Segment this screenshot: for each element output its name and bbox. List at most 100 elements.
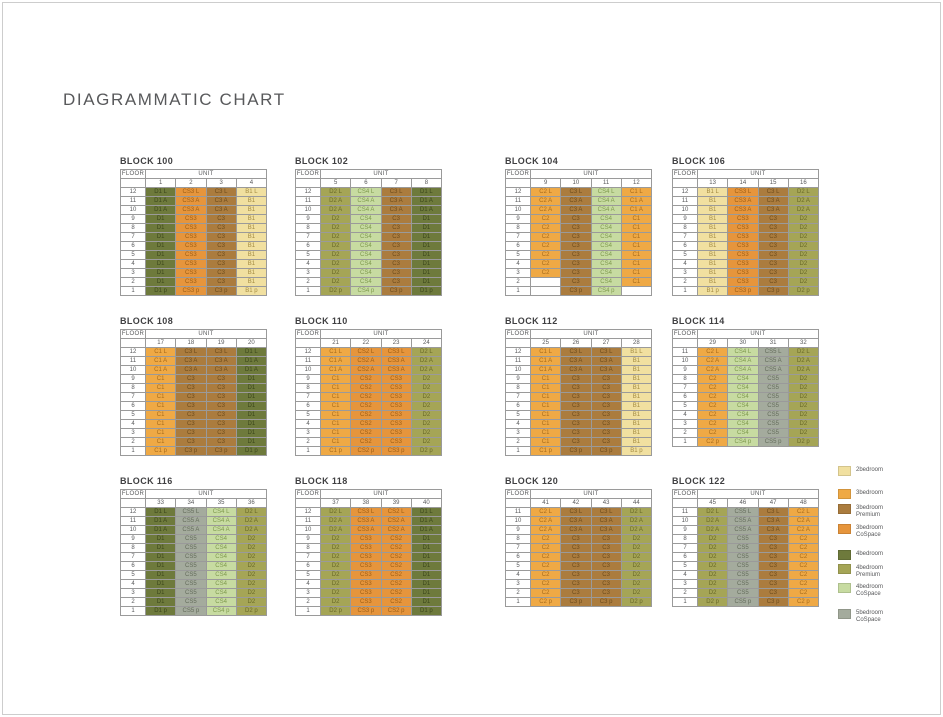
unit-cell: C1 <box>529 401 562 411</box>
unit-cell: C2 <box>529 241 562 251</box>
unit-cell: C3 A <box>205 205 237 215</box>
floor-number: 5 <box>505 250 531 260</box>
unit-cell: D1 <box>410 223 443 233</box>
unit-cell: C2 <box>529 570 562 580</box>
block-120: BLOCK 120 FLOOR UNIT 41 42 43 44 11 C2 L C3 L C3 L… <box>505 476 653 607</box>
unit-cell: CS5 p <box>727 597 759 607</box>
unit-cell: C3 <box>560 579 592 589</box>
unit-cell: C3 <box>175 419 207 429</box>
unit-cell: CS2 A <box>350 356 382 366</box>
unit-cell: C3 L <box>757 187 789 197</box>
legend-swatch-5bedroom-cospace <box>838 609 851 619</box>
unit-cell: C3 <box>757 250 789 260</box>
floor-number: 5 <box>672 250 698 260</box>
block-104: BLOCK 104 FLOOR UNIT 9 10 11 12 12 C2 L C3 L CS4 L… <box>505 156 653 296</box>
unit-cell: B1 p <box>620 446 653 456</box>
unit-cell: C1 L <box>529 347 562 357</box>
floor-number: 7 <box>295 552 321 562</box>
unit-number: 34 <box>175 498 207 508</box>
floor-number: 3 <box>505 428 531 438</box>
unit-cell: CS5 A <box>757 365 789 375</box>
unit-cell: D1 A <box>144 196 177 206</box>
unit-cell: D1 A <box>144 525 177 535</box>
block-108: BLOCK 108 FLOOR UNIT 17 18 19 20 12 C1 L C3 L C3 L… <box>120 316 268 456</box>
block-title: BLOCK 110 <box>295 316 348 326</box>
unit-cell: CS5 <box>757 410 789 420</box>
unit-number: 36 <box>235 498 268 508</box>
unit-cell: CS3 <box>350 597 382 607</box>
unit-cell: D1 <box>144 543 177 553</box>
floor-number: 11 <box>672 507 698 517</box>
block-title: BLOCK 106 <box>672 156 726 166</box>
unit-cell: CS4 <box>590 241 622 251</box>
unit-cell: C3 A <box>757 516 789 526</box>
unit-cell: CS4 A <box>727 356 759 366</box>
unit-cell: D2 L <box>620 507 653 517</box>
unit-cell: B1 <box>620 437 653 447</box>
unit-cell: CS3 <box>350 588 382 598</box>
floor-number: 6 <box>295 241 321 251</box>
unit-cell <box>529 286 562 296</box>
unit-cell: CS4 A <box>590 205 622 215</box>
unit-cell: C3 L <box>380 187 412 197</box>
legend-swatch-3bedroom-cospace <box>838 524 851 534</box>
unit-cell: B1 <box>620 383 653 393</box>
unit-cell: CS2 <box>380 561 412 571</box>
unit-cell: CS2 L <box>350 347 382 357</box>
floor-number: 2 <box>505 437 531 447</box>
unit-cell: C3 <box>560 419 592 429</box>
unit-cell: D1 p <box>144 286 177 296</box>
unit-cell: D1 <box>235 401 268 411</box>
unit-cell: D1 <box>410 552 443 562</box>
floor-number: 5 <box>672 561 698 571</box>
unit-cell: C2 p <box>529 597 562 607</box>
unit-cell: D2 <box>235 534 268 544</box>
unit-cell: D2 <box>787 259 820 269</box>
unit-number: 25 <box>529 338 562 348</box>
unit-cell: D1 A <box>235 365 268 375</box>
unit-cell: C3 <box>560 259 592 269</box>
unit-cell: C1 <box>319 374 352 384</box>
unit-cell: C3 <box>757 561 789 571</box>
unit-cell: D1 <box>144 570 177 580</box>
floor-number: 11 <box>505 507 531 517</box>
floor-number: 2 <box>295 597 321 607</box>
unit-cell: D1 p <box>144 606 177 616</box>
floor-number: 10 <box>505 205 531 215</box>
floor-number: 3 <box>505 579 531 589</box>
unit-cell: CS3 <box>380 410 412 420</box>
unit-cell: D2 <box>235 588 268 598</box>
unit-cell: C3 <box>590 428 622 438</box>
unit-cell: C2 <box>696 401 729 411</box>
unit-cell: C1 <box>620 277 653 287</box>
unit-cell: C3 <box>590 579 622 589</box>
unit-cell: C3 A <box>175 365 207 375</box>
unit-cell: D1 <box>235 374 268 384</box>
unit-cell: C3 <box>175 437 207 447</box>
unit-cell: B1 <box>235 232 268 242</box>
unit-cell: CS5 <box>757 419 789 429</box>
legend-swatch-4bedroom-premium <box>838 564 851 574</box>
unit-cell: CS5 <box>175 561 207 571</box>
floor-header-spacer <box>672 338 698 348</box>
floor-number: 1 <box>672 597 698 607</box>
unit-cell: C1 <box>529 374 562 384</box>
floor-number: 11 <box>505 196 531 206</box>
unit-cell: C2 <box>529 250 562 260</box>
unit-cell: C3 <box>560 277 592 287</box>
unit-cell: CS3 p <box>727 286 759 296</box>
unit-cell: D2 L <box>410 347 443 357</box>
floor-header: FLOOR <box>120 169 146 179</box>
unit-cell: B1 <box>235 214 268 224</box>
unit-cell: C3 <box>205 401 237 411</box>
unit-cell: CS3 <box>350 579 382 589</box>
unit-cell: C1 <box>319 392 352 402</box>
unit-cell: D2 <box>319 214 352 224</box>
unit-cell: D1 <box>410 277 443 287</box>
unit-cell: CS2 <box>350 419 382 429</box>
block-title: BLOCK 100 <box>120 156 174 166</box>
unit-cell: C2 <box>529 214 562 224</box>
unit-cell: D1 <box>410 268 443 278</box>
unit-cell: C3 <box>560 570 592 580</box>
unit-cell: D2 <box>235 597 268 607</box>
